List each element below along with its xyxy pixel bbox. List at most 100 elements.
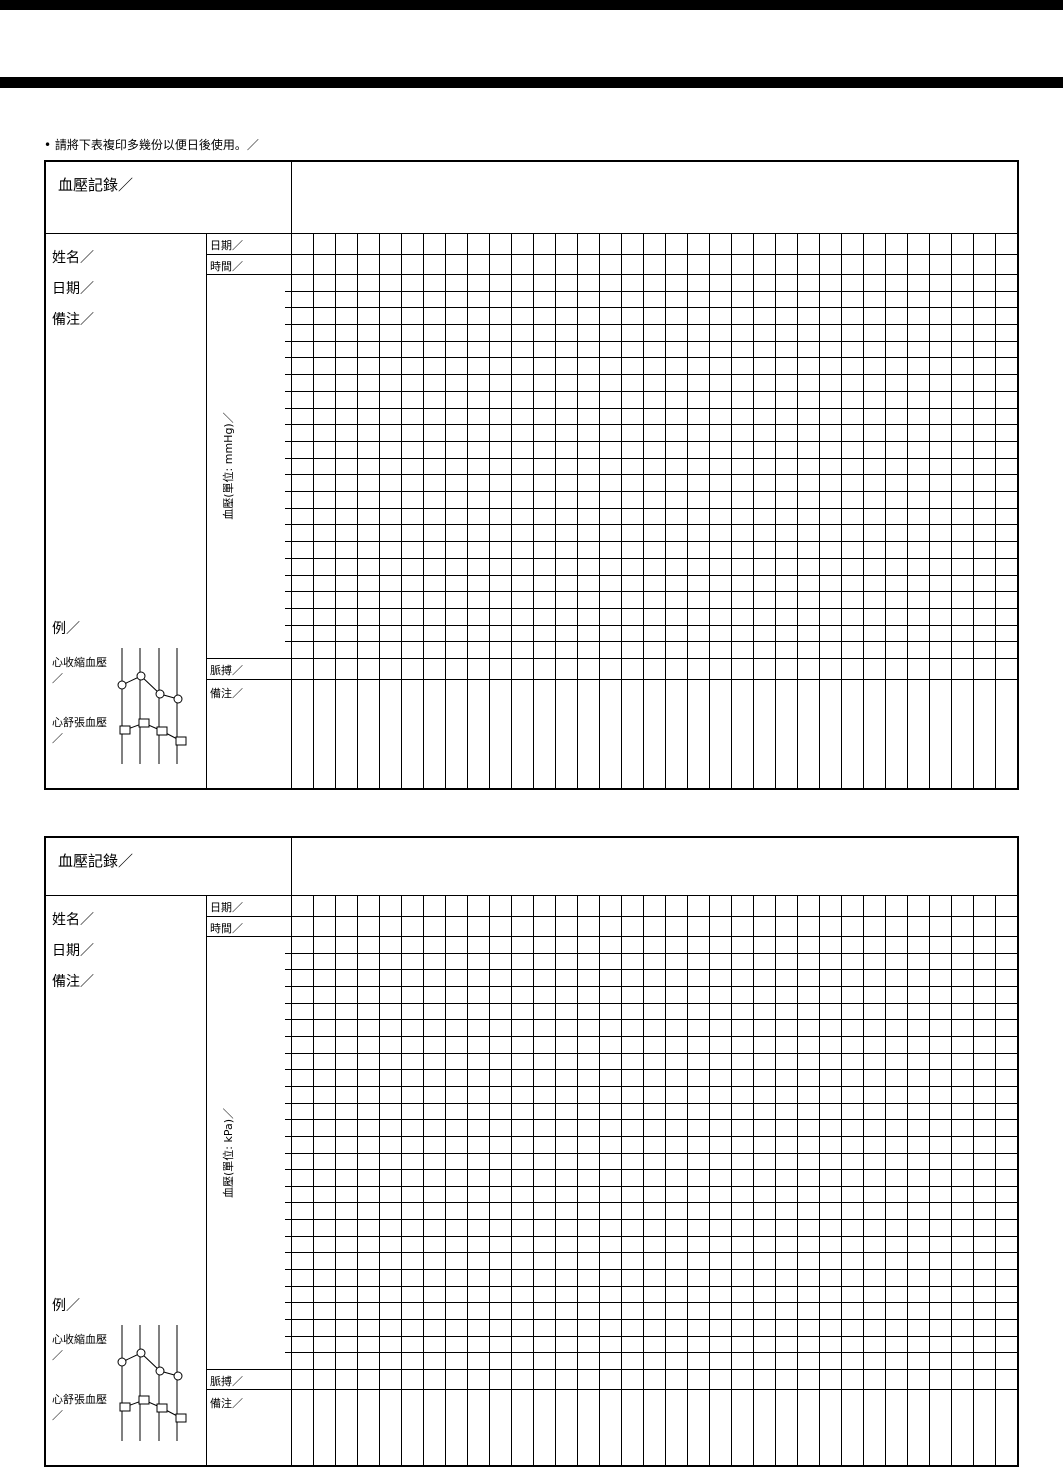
bp-grid-line (285, 574, 1017, 576)
entry-column[interactable] (797, 895, 819, 1465)
column-line (511, 233, 512, 788)
bp-grid-line (285, 541, 1017, 543)
entry-column[interactable] (379, 233, 401, 788)
column-line (423, 895, 424, 1465)
entry-column[interactable] (621, 895, 643, 1465)
entry-column[interactable] (951, 895, 973, 1465)
entry-column[interactable] (709, 233, 731, 788)
entry-column[interactable] (907, 233, 929, 788)
entry-column[interactable] (423, 895, 445, 1465)
entry-column[interactable] (731, 233, 753, 788)
entry-column[interactable] (357, 233, 379, 788)
entry-column[interactable] (555, 233, 577, 788)
entry-column[interactable] (797, 233, 819, 788)
entry-column[interactable] (401, 233, 423, 788)
entry-column[interactable] (841, 233, 863, 788)
entry-column[interactable] (313, 233, 335, 788)
entry-column[interactable] (775, 895, 797, 1465)
column-line (929, 233, 930, 788)
entry-column[interactable] (577, 233, 599, 788)
bp-grid-line (285, 474, 1017, 476)
entry-column[interactable] (709, 895, 731, 1465)
entry-column[interactable] (753, 233, 775, 788)
entry-column[interactable] (687, 233, 709, 788)
bp-grid-line (285, 1102, 1017, 1104)
entry-column[interactable] (511, 233, 533, 788)
bp-grid-line (285, 1052, 1017, 1054)
entry-column[interactable] (973, 895, 995, 1465)
diastolic-marker (156, 1403, 168, 1413)
column-line (841, 233, 842, 788)
entry-column[interactable] (973, 233, 995, 788)
entry-column[interactable] (731, 895, 753, 1465)
entry-column[interactable] (291, 895, 313, 1465)
entry-column[interactable] (401, 895, 423, 1465)
column-line (973, 895, 974, 1465)
entry-column[interactable] (929, 895, 951, 1465)
entry-column[interactable] (885, 233, 907, 788)
entry-column[interactable] (577, 895, 599, 1465)
bp-grid-line (285, 307, 1017, 309)
entry-column[interactable] (863, 233, 885, 788)
entry-column[interactable] (467, 233, 489, 788)
entry-column[interactable] (335, 895, 357, 1465)
entry-column[interactable] (643, 233, 665, 788)
entry-column[interactable] (313, 895, 335, 1465)
bp-grid-line (285, 969, 1017, 971)
entry-column[interactable] (335, 233, 357, 788)
entry-column[interactable] (995, 233, 1017, 788)
entry-column[interactable] (995, 895, 1017, 1465)
entry-column[interactable] (951, 233, 973, 788)
remarks-label: 備注／ (52, 312, 94, 328)
systolic-marker (136, 1348, 146, 1358)
entry-column[interactable] (467, 895, 489, 1465)
entry-column[interactable] (929, 233, 951, 788)
example-label: 例／ (52, 621, 80, 637)
entry-column[interactable] (885, 895, 907, 1465)
entry-column[interactable] (753, 895, 775, 1465)
column-line (511, 895, 512, 1465)
entry-column[interactable] (687, 895, 709, 1465)
diastolic-marker (119, 725, 131, 735)
entry-column[interactable] (643, 895, 665, 1465)
column-line (951, 233, 952, 788)
entry-column[interactable] (621, 233, 643, 788)
column-line (445, 233, 446, 788)
entry-column[interactable] (555, 895, 577, 1465)
date-label: 日期／ (52, 281, 94, 297)
entry-column[interactable] (863, 895, 885, 1465)
example-chart (117, 648, 187, 764)
bp-grid-line (285, 357, 1017, 359)
entry-column[interactable] (533, 895, 555, 1465)
column-line (885, 895, 886, 1465)
bp-grid-line (285, 424, 1017, 426)
entry-column[interactable] (511, 895, 533, 1465)
diastolic-marker (156, 726, 168, 736)
entry-column[interactable] (379, 895, 401, 1465)
entry-column[interactable] (489, 233, 511, 788)
entry-column[interactable] (819, 233, 841, 788)
entry-column[interactable] (819, 895, 841, 1465)
entry-column[interactable] (291, 233, 313, 788)
row-divider (206, 915, 1017, 917)
entry-column[interactable] (665, 233, 687, 788)
entry-column[interactable] (489, 895, 511, 1465)
entry-column[interactable] (533, 233, 555, 788)
row-divider (206, 936, 1017, 937)
entry-column[interactable] (907, 895, 929, 1465)
entry-column[interactable] (775, 233, 797, 788)
entry-column[interactable] (357, 895, 379, 1465)
entry-column[interactable] (445, 895, 467, 1465)
bp-grid-line (285, 1185, 1017, 1187)
example-chart (117, 1325, 187, 1441)
form-title: 血壓記錄／ (58, 852, 134, 870)
column-line (863, 895, 864, 1465)
entry-column[interactable] (841, 895, 863, 1465)
entry-column[interactable] (665, 895, 687, 1465)
entry-column[interactable] (423, 233, 445, 788)
entry-column[interactable] (445, 233, 467, 788)
entry-column[interactable] (599, 895, 621, 1465)
entry-column[interactable] (599, 233, 621, 788)
column-line (687, 895, 688, 1465)
column-line (445, 895, 446, 1465)
